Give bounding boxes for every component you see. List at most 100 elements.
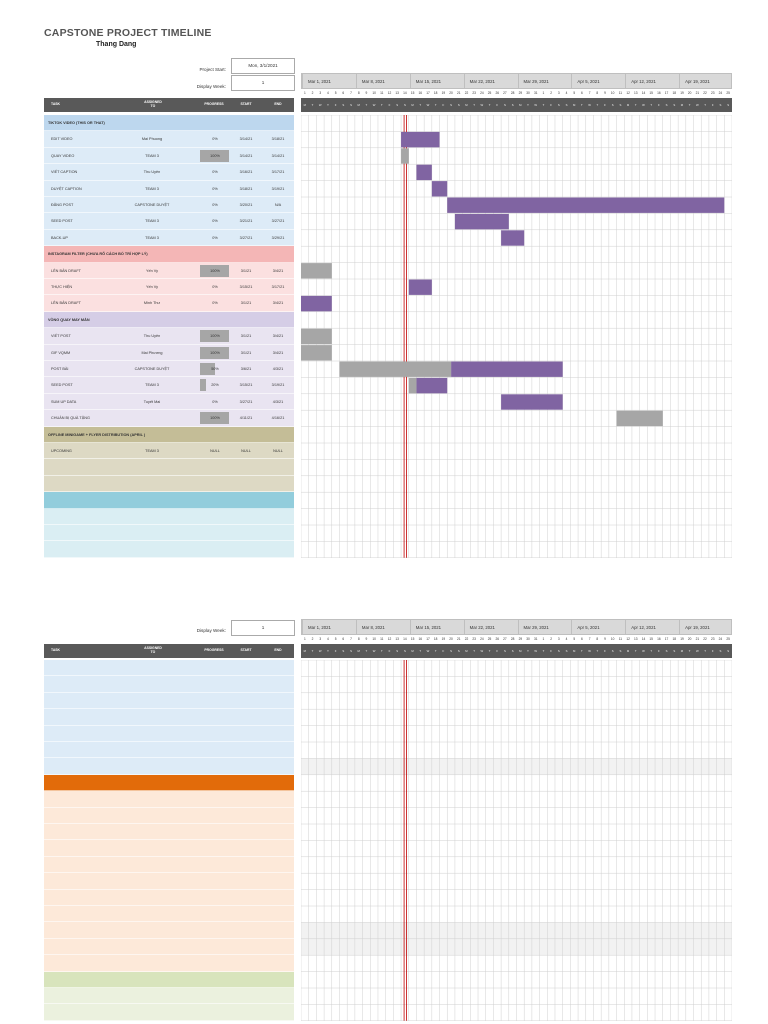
task-row[interactable]: THỰC HIỆN Yến Vy 0% 3/15/21 3/17/21	[44, 279, 294, 296]
day-number: 28	[510, 91, 515, 95]
task-progress: 50%	[211, 367, 219, 371]
task-row[interactable]: ĐĂNG POST CAPSTONE DUYỆT 0% 3/20/21 N/A	[44, 197, 294, 214]
task-row[interactable]: BACK-UP TEAM 3 0% 3/27/21 3/29/21	[44, 229, 294, 247]
day-number: 9	[365, 637, 368, 641]
weekday-letter: W	[696, 103, 699, 107]
task-start: 3/1/21	[240, 334, 252, 339]
column-header: TASK ASSIGNED TO PROGRESS START END	[44, 644, 294, 658]
task-row[interactable]: SEED POST TEAM 3 20% 3/15/21 3/19/21	[44, 377, 294, 394]
weekday-letter: M	[519, 649, 522, 653]
task-end: N/A	[274, 203, 282, 207]
day-number: 12	[387, 91, 392, 95]
day-number: 18	[433, 637, 438, 641]
weekday-letter: M	[626, 649, 630, 653]
weekday-letter: F	[496, 103, 499, 107]
weekday-letter: T	[527, 649, 529, 653]
project-start-label: Project Start:	[199, 67, 226, 72]
display-week-input[interactable]: 1	[231, 75, 295, 91]
day-number: 9	[365, 91, 368, 95]
gantt-grid	[301, 660, 732, 1021]
column-end: END	[274, 102, 282, 107]
day-number: 5	[573, 637, 576, 641]
task-row[interactable]: SUM UP DATA Tuyết Mai 0% 3/27/21 4/3/21	[44, 393, 294, 411]
task-row[interactable]: DUYỆT CAPTION TEAM 3 0% 3/18/21 3/19/21	[44, 180, 294, 197]
weekday-letter: W	[372, 103, 376, 107]
weekday-letter: T	[419, 649, 422, 653]
weekday-letter: S	[457, 103, 460, 107]
task-row[interactable]: LÊN BẢN DRAFT Minh Thư 0% 3/1/21 3/4/21	[44, 295, 294, 312]
empty-row	[44, 742, 294, 759]
weekday-letter: T	[311, 649, 314, 653]
weekday-letter: M	[465, 649, 468, 653]
task-row[interactable]: LÊN BẢN DRAFT Yến Vy 100% 3/1/21 3/4/21	[44, 262, 294, 279]
weekday-letter: S	[350, 103, 352, 107]
task-assignee: TEAM 3	[145, 449, 159, 453]
month-label: Mar 29, 2021	[517, 620, 572, 636]
empty-row	[44, 856, 294, 874]
day-number: 19	[680, 91, 684, 95]
task-row[interactable]: VIẾT POST Thu Uyên 100% 3/1/21 3/4/21	[44, 328, 294, 345]
day-number: 21	[456, 637, 461, 641]
day-number: 6	[342, 91, 345, 95]
empty-row	[44, 807, 294, 824]
day-number: 22	[703, 91, 707, 95]
empty-row	[44, 676, 294, 693]
weekday-letter: F	[550, 103, 552, 107]
weekday-letter: T	[596, 103, 599, 107]
weekday-letter: S	[350, 649, 352, 653]
day-number: 2	[311, 637, 314, 641]
task-row[interactable]: UPCOMING TEAM 3 NULL NULL NULL	[44, 443, 294, 460]
task-progress: 100%	[210, 416, 220, 421]
day-number: 21	[456, 91, 461, 95]
weekday-letter: W	[534, 103, 538, 107]
gantt-bar-done	[616, 410, 663, 427]
task-row[interactable]: VIẾT CAPTION Thu Uyên 0% 3/16/21 3/17/21	[44, 164, 294, 181]
day-number: 23	[710, 91, 715, 95]
day-number: 3	[557, 91, 560, 95]
weekday-letter: T	[581, 649, 583, 653]
day-number: 7	[588, 91, 591, 95]
day-number: 11	[380, 637, 384, 641]
day-number: 18	[672, 637, 677, 641]
month-label: Mar 29, 2021	[517, 74, 572, 90]
task-assignee: Tuyết Mai	[143, 399, 161, 404]
day-number: 24	[718, 91, 723, 95]
day-number: 29	[518, 637, 523, 641]
weekday-letter: M	[680, 649, 684, 653]
weekday-letter: S	[450, 103, 452, 107]
task-end: 3/29/21	[271, 235, 285, 240]
task-progress: 0%	[212, 137, 218, 142]
task-progress: 100%	[210, 268, 220, 273]
weekday-letter: F	[388, 649, 391, 653]
day-number: 1	[542, 91, 545, 95]
month-header-row: Mar 1, 2021 Mar 8, 2021 Mar 15, 2021 Mar 22…	[301, 73, 732, 90]
progress-fill	[200, 264, 229, 277]
empty-row	[44, 725, 294, 742]
project-start-input[interactable]: Mon, 3/1/2021	[231, 58, 295, 74]
weekday-letter: S	[511, 103, 514, 107]
day-number: 8	[357, 637, 360, 641]
task-row[interactable]: QUAY VIDEO TEAM 3 100% 3/14/21 3/14/21	[44, 147, 294, 165]
task-start: 3/14/21	[239, 153, 253, 158]
task-row[interactable]: CHUẨN BỊ QUÀ TẶNG 100% 4/11/21 4/16/21	[44, 410, 294, 427]
task-row[interactable]: SEED POST TEAM 3 0% 3/21/21 3/27/21	[44, 213, 294, 230]
day-number: 16	[657, 637, 661, 641]
task-end: 3/27/21	[271, 219, 285, 224]
day-number: 19	[680, 637, 684, 641]
task-row[interactable]: GIF VQMM Mai Phương 100% 3/1/21 3/4/21	[44, 344, 294, 361]
task-row[interactable]: POST BÀI CAPSTONE DUYỆT 50% 3/6/21 4/3/21	[44, 361, 294, 378]
task-name: SEED POST	[51, 219, 73, 224]
day-number: 27	[503, 637, 507, 641]
task-start: 3/27/21	[239, 399, 253, 404]
display-week-input-2[interactable]: 1	[231, 620, 295, 636]
weekday-letter: S	[727, 649, 730, 653]
task-start: 3/15/21	[239, 383, 253, 388]
day-number: 14	[641, 637, 646, 641]
task-row[interactable]: EDIT VIDEO Mai Phuong 0% 3/14/21 3/18/21	[44, 131, 294, 148]
empty-row	[44, 475, 294, 493]
task-name: POST BÀI	[51, 367, 69, 371]
day-number: 7	[588, 637, 591, 641]
task-start: NULL	[241, 449, 251, 453]
day-number: 15	[410, 91, 415, 95]
